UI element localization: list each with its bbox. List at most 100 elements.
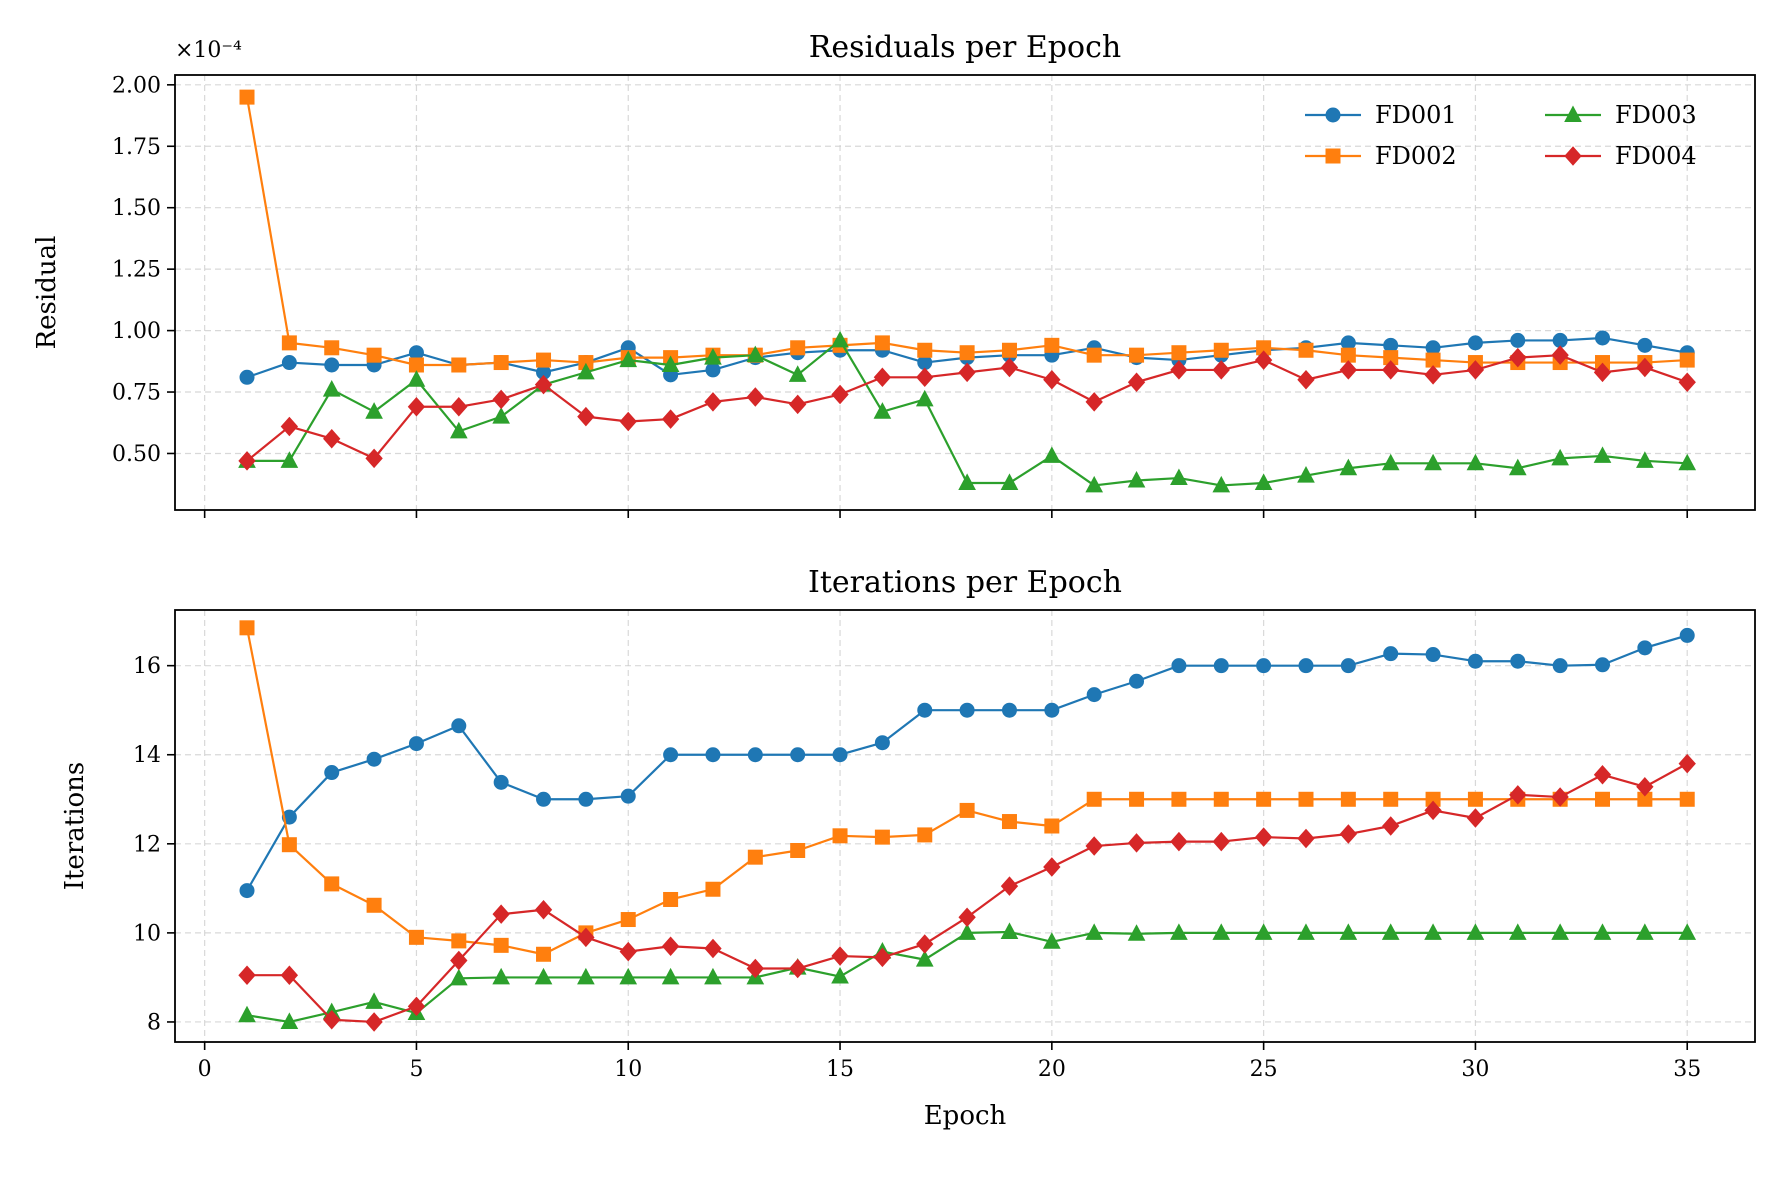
iterations-point-fd001 (1383, 646, 1399, 662)
iterations-point-fd001 (1298, 658, 1314, 674)
iterations-point-fd001 (747, 747, 763, 763)
iterations-point-fd004 (1000, 876, 1019, 896)
iterations-point-fd001 (663, 747, 679, 763)
residuals-title: Residuals per Epoch (809, 30, 1121, 65)
iterations-point-fd001 (451, 718, 467, 734)
residuals-point-fd004 (1085, 392, 1103, 412)
residuals-point-fd004 (492, 389, 510, 410)
residuals-point-fd003 (788, 365, 807, 382)
iterations-point-fd003 (1381, 923, 1400, 940)
residuals-point-fd002 (1044, 337, 1060, 353)
residuals-point-fd002 (1213, 342, 1229, 358)
iterations-point-fd002 (1213, 791, 1229, 807)
residuals-point-fd004 (746, 387, 764, 407)
iterations-point-fd002 (1129, 791, 1145, 807)
residuals-point-fd002 (1340, 347, 1356, 363)
iterations-point-fd003 (831, 966, 849, 984)
residuals-point-fd004 (1509, 347, 1527, 368)
legend-item-fd004: FD004 (1545, 142, 1697, 170)
residuals-point-fd003 (661, 355, 680, 372)
residuals-point-fd004 (1339, 360, 1358, 380)
residuals-point-fd003 (1212, 475, 1231, 493)
iterations-point-fd002 (1298, 791, 1314, 807)
iterations-point-fd001 (790, 747, 806, 763)
residuals-y-tick-label: 1.00 (112, 319, 161, 344)
iterations-point-fd001 (1129, 673, 1145, 689)
residuals-point-fd003 (1508, 458, 1527, 476)
iterations-point-fd004 (407, 996, 426, 1017)
residuals-point-fd001 (1552, 332, 1568, 348)
iterations-point-fd002 (663, 891, 679, 907)
residuals-point-fd003 (958, 473, 976, 490)
residuals-point-fd002 (959, 345, 975, 361)
residuals-point-fd003 (1593, 446, 1612, 463)
iterations-point-fd001 (324, 765, 340, 781)
iterations-point-fd003 (449, 968, 468, 986)
residuals-panel: 0.50 0.75 1.00 1.25 1.50 1.75 2.00 Residuals p… (32, 30, 1756, 518)
residuals-point-fd004 (1593, 362, 1612, 383)
iterations-point-fd004 (1636, 777, 1654, 797)
residuals-point-fd004 (1254, 350, 1273, 370)
iterations-point-fd001 (1425, 647, 1441, 663)
iterations-point-fd002 (1044, 818, 1060, 834)
residuals-point-fd004 (1000, 357, 1019, 378)
iterations-point-fd004 (1509, 785, 1527, 805)
iterations-point-fd004 (746, 958, 764, 979)
residuals-point-fd004 (450, 397, 468, 417)
residuals-y-tick-label: 1.25 (112, 258, 161, 283)
residuals-point-fd002 (451, 357, 467, 373)
iterations-x-axis-label: Epoch (924, 1101, 1007, 1131)
iterations-point-fd003 (1636, 923, 1654, 940)
iterations-point-fd003 (492, 967, 510, 985)
residuals-point-fd001 (1467, 335, 1483, 351)
iterations-point-fd001 (281, 809, 297, 825)
iterations-point-fd001 (1595, 657, 1611, 673)
iterations-point-fd004 (280, 965, 299, 985)
residuals-point-fd004 (1636, 357, 1654, 378)
legend-label-fd003: FD003 (1615, 101, 1697, 129)
iterations-point-fd002 (874, 829, 890, 845)
iterations-point-fd004 (1043, 857, 1061, 877)
residuals-point-fd003 (1297, 466, 1315, 483)
residuals-point-fd001 (1637, 337, 1653, 353)
legend-item-fd003: FD003 (1545, 101, 1697, 129)
residuals-y-tick-label: 2.00 (112, 73, 161, 98)
residuals-y-tick-label: 1.50 (112, 196, 161, 221)
iterations-point-fd002 (790, 842, 806, 858)
residuals-point-fd003 (1000, 473, 1019, 490)
iterations-point-fd003 (661, 967, 680, 985)
residuals-point-fd002 (1086, 347, 1102, 363)
iterations-point-fd004 (534, 899, 553, 920)
iterations-point-fd001 (1637, 640, 1653, 656)
iterations-point-fd003 (915, 950, 934, 967)
iterations-point-fd004 (958, 907, 976, 928)
iterations-point-fd001 (1510, 653, 1526, 669)
residuals-point-fd003 (1381, 453, 1400, 471)
iterations-point-fd002 (366, 897, 382, 913)
legend-label-fd004: FD004 (1615, 142, 1697, 170)
residuals-point-fd003 (873, 402, 892, 419)
residuals-point-fd003 (449, 421, 468, 439)
iterations-point-fd002 (239, 620, 255, 636)
iterations-point-fd004 (1382, 816, 1400, 836)
iterations-point-fd002 (451, 933, 467, 949)
residuals-point-fd002 (408, 357, 424, 373)
iterations-point-fd001 (1552, 658, 1568, 674)
residuals-point-fd004 (323, 428, 341, 449)
iterations-point-fd004 (1593, 765, 1612, 785)
residuals-point-fd002 (1679, 352, 1695, 368)
iterations-y-tick-label: 14 (133, 743, 161, 768)
residuals-point-fd003 (746, 345, 765, 363)
iterations-point-fd004 (1127, 833, 1146, 853)
residuals-point-fd004 (1466, 360, 1485, 380)
residuals-point-fd003 (492, 407, 510, 424)
iterations-point-fd003 (1000, 922, 1019, 939)
iterations-point-fd002 (917, 827, 933, 843)
residuals-series-fd004 (238, 345, 1696, 471)
iterations-point-fd004 (916, 934, 934, 954)
iterations-point-fd003 (1170, 923, 1188, 940)
iterations-point-fd001 (874, 735, 890, 751)
residuals-y-multiplier: ×10⁻⁴ (175, 38, 242, 63)
iterations-point-fd004 (1339, 824, 1358, 844)
iterations-point-fd003 (1466, 923, 1485, 940)
